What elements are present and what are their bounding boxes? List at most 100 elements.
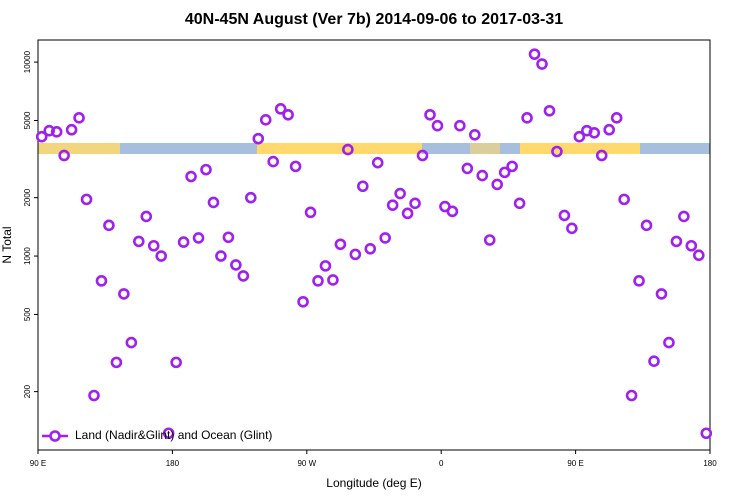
point <box>498 166 511 179</box>
point <box>118 288 130 300</box>
point <box>155 250 167 262</box>
x-tick-label: 180 <box>166 459 180 468</box>
point <box>670 235 683 248</box>
point <box>35 130 48 143</box>
plot-frame <box>37 39 711 451</box>
point <box>551 145 563 158</box>
point <box>521 112 533 124</box>
point <box>192 232 205 244</box>
point <box>50 126 63 138</box>
point <box>476 169 489 182</box>
point <box>543 104 556 117</box>
point <box>103 219 115 232</box>
point <box>312 275 324 287</box>
point <box>215 250 227 262</box>
point <box>454 119 466 132</box>
point <box>110 356 123 369</box>
point <box>237 270 250 282</box>
point <box>468 128 481 141</box>
chart-title: 40N-45N August (Ver 7b) 2014-09-06 to 20… <box>185 11 563 28</box>
point <box>43 124 56 137</box>
point <box>259 114 272 126</box>
point <box>73 112 85 124</box>
point <box>371 156 384 169</box>
point <box>409 197 421 210</box>
point <box>648 355 660 367</box>
point <box>513 197 526 210</box>
y-tick-label: 5000 <box>23 111 32 129</box>
x-tick-label: 90 W <box>297 459 316 468</box>
point <box>327 274 339 286</box>
surface-band <box>38 143 710 154</box>
point <box>230 259 242 271</box>
point <box>170 356 182 369</box>
point <box>483 234 496 246</box>
point <box>147 239 160 252</box>
point <box>185 170 197 183</box>
point <box>297 295 309 308</box>
point <box>446 205 459 218</box>
point <box>58 149 70 162</box>
point <box>207 196 220 209</box>
point <box>588 126 601 139</box>
point <box>334 238 347 251</box>
y-tick-label: 200 <box>23 384 32 398</box>
point <box>678 210 690 223</box>
point <box>618 193 630 206</box>
point <box>536 58 548 70</box>
point <box>177 236 190 248</box>
point <box>133 235 145 248</box>
point <box>222 231 235 244</box>
point <box>625 389 638 402</box>
x-tick-label: 180 <box>703 459 717 468</box>
point <box>685 239 698 252</box>
point <box>640 219 653 232</box>
point <box>267 155 280 168</box>
point <box>342 143 354 156</box>
point <box>364 242 377 255</box>
point <box>424 108 436 121</box>
point <box>663 336 675 349</box>
point <box>200 163 212 176</box>
x-tick-label: 90 E <box>567 459 583 468</box>
point <box>595 149 608 162</box>
point <box>394 187 406 200</box>
x-tick-label: 0 <box>439 459 444 468</box>
legend-label: Land (Nadir&Glint) and Ocean (Glint) <box>75 428 272 442</box>
point <box>655 288 668 300</box>
point <box>282 108 294 121</box>
point <box>162 427 175 440</box>
legend-marker <box>49 430 61 442</box>
point <box>356 180 369 193</box>
point <box>692 249 705 262</box>
y-tick-label: 1000 <box>23 247 32 265</box>
point <box>633 275 645 287</box>
point <box>610 112 623 124</box>
x-tick-label: 90 E <box>30 459 46 468</box>
point <box>379 232 392 244</box>
point <box>386 199 399 211</box>
point <box>558 209 571 222</box>
point <box>528 48 541 60</box>
point <box>573 130 586 143</box>
point <box>319 260 332 272</box>
point <box>289 160 302 173</box>
y-tick-label: 500 <box>23 307 32 321</box>
point <box>491 178 504 191</box>
point <box>349 248 362 261</box>
point <box>65 123 78 136</box>
point <box>80 193 93 206</box>
point <box>566 222 578 235</box>
point <box>461 162 474 175</box>
x-axis-label: Longitude (deg E) <box>326 476 421 490</box>
point <box>431 119 444 132</box>
point <box>245 191 257 204</box>
point <box>252 132 265 145</box>
point <box>125 336 138 349</box>
y-axis-label: N Total <box>0 226 14 263</box>
point <box>140 210 153 223</box>
point <box>274 103 287 115</box>
point <box>95 275 108 287</box>
point <box>401 207 414 220</box>
point <box>603 123 616 136</box>
